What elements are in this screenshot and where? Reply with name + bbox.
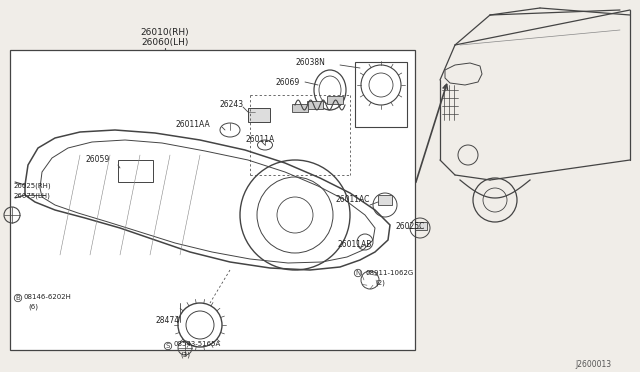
Text: 26025C: 26025C [395,222,424,231]
Text: 26011AA: 26011AA [175,120,210,129]
Bar [10,50,415,350]
Text: 26011AC: 26011AC [335,195,369,204]
Text: 28474: 28474 [155,316,179,325]
Text: 26038N: 26038N [295,58,325,67]
Text: 26059: 26059 [85,155,109,164]
Text: 26010(RH): 26010(RH) [141,28,189,37]
Bar [355,62,407,127]
Text: B: B [15,295,20,301]
Bar [118,160,153,182]
Text: 26025(RH): 26025(RH) [14,182,52,189]
Text: S: S [166,343,170,349]
Text: 26060(LH): 26060(LH) [141,38,189,47]
Text: 08543-5165A: 08543-5165A [174,341,221,347]
Text: 26011A: 26011A [245,135,275,144]
Text: N: N [355,270,360,276]
Text: (3): (3) [180,351,190,357]
Bar [248,108,270,122]
Text: 26069: 26069 [275,78,300,87]
Bar [327,96,343,104]
Text: 26075(LH): 26075(LH) [14,192,51,199]
Text: 26011AB: 26011AB [338,240,372,249]
Text: J2600013: J2600013 [575,360,611,369]
Text: 08146-6202H: 08146-6202H [24,294,72,300]
Text: (6): (6) [28,304,38,311]
Bar [415,222,427,230]
Text: 08911-1062G: 08911-1062G [365,270,413,276]
Bar [378,195,392,205]
Text: (2): (2) [375,280,385,286]
Text: 26243: 26243 [220,100,244,109]
Bar [292,104,308,112]
Bar [307,101,323,109]
